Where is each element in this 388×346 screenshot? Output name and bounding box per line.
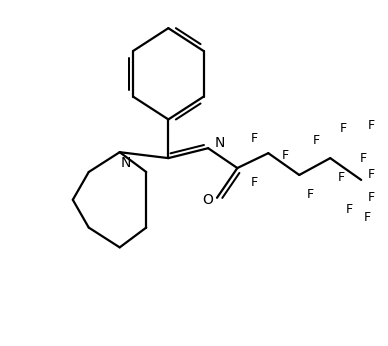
Text: O: O [202, 193, 213, 207]
Text: F: F [368, 191, 375, 204]
Text: F: F [364, 211, 371, 224]
Text: F: F [359, 152, 367, 165]
Text: F: F [340, 122, 347, 135]
Text: F: F [251, 176, 258, 189]
Text: N: N [214, 136, 225, 150]
Text: F: F [312, 134, 320, 147]
Text: F: F [346, 203, 353, 216]
Text: F: F [368, 119, 375, 132]
Text: F: F [368, 169, 375, 182]
Text: F: F [306, 188, 314, 201]
Text: F: F [337, 172, 345, 184]
Text: F: F [251, 132, 258, 145]
Text: F: F [282, 149, 289, 162]
Text: N: N [121, 156, 131, 170]
